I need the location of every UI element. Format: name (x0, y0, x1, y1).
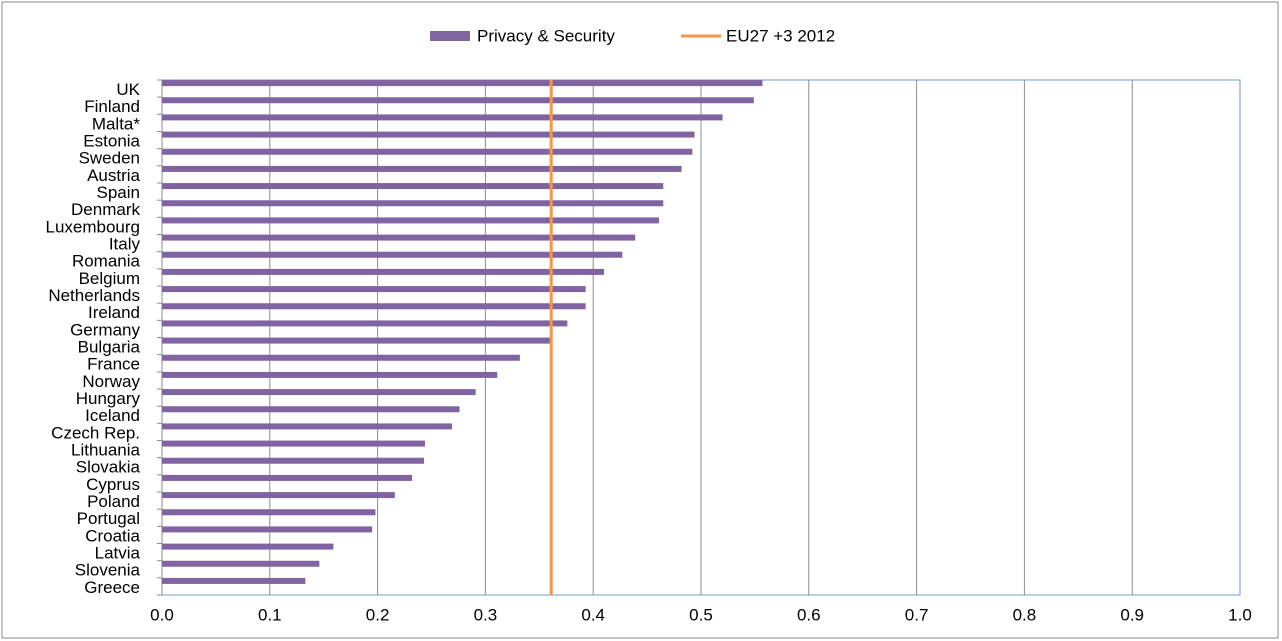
y-tick-label: Hungary (76, 389, 141, 408)
y-tick-label: Czech Rep. (51, 423, 140, 442)
x-tick-label: 0.8 (1013, 605, 1037, 624)
y-tick-label: Finland (84, 97, 140, 116)
x-tick-label: 0.9 (1120, 605, 1144, 624)
bar (162, 577, 306, 584)
legend-label: EU27 +3 2012 (726, 26, 835, 45)
y-tick-label: Germany (70, 320, 140, 339)
bar (162, 148, 693, 155)
bar (162, 492, 395, 499)
bar (162, 251, 623, 258)
bar (162, 80, 763, 87)
y-tick-label: Luxembourg (45, 217, 140, 236)
bar (162, 526, 373, 533)
y-tick-label: Poland (87, 492, 140, 511)
y-tick-label: France (87, 355, 140, 374)
bar (162, 337, 551, 344)
x-tick-label: 0.7 (905, 605, 929, 624)
x-tick-label: 1.0 (1228, 605, 1252, 624)
bar (162, 131, 695, 138)
x-tick-label: 0.3 (474, 605, 498, 624)
bar (162, 371, 498, 378)
bar (162, 389, 476, 396)
x-tick-label: 0.4 (581, 605, 605, 624)
y-tick-label: Italy (109, 235, 141, 254)
bar (162, 114, 723, 121)
bar (162, 183, 664, 190)
bar (162, 320, 568, 327)
y-tick-label: Austria (87, 166, 140, 185)
bar (162, 200, 664, 207)
y-tick-label: Norway (82, 372, 140, 391)
bar (162, 457, 424, 464)
y-tick-label: Portugal (77, 509, 140, 528)
bar (162, 543, 334, 550)
y-tick-label: Iceland (85, 406, 140, 425)
bar (162, 440, 426, 447)
y-tick-label: UK (116, 80, 140, 99)
bar (162, 303, 586, 310)
bar (162, 234, 636, 241)
x-tick-label: 0.6 (797, 605, 821, 624)
bar (162, 286, 586, 293)
y-tick-label: Latvia (95, 544, 141, 563)
bar (162, 217, 659, 224)
y-tick-label: Romania (72, 252, 141, 271)
bar (162, 423, 452, 430)
x-tick-label: 0.2 (366, 605, 390, 624)
y-tick-label: Slovakia (76, 458, 141, 477)
bar (162, 406, 460, 413)
y-tick-label: Croatia (85, 526, 140, 545)
bar (162, 165, 682, 172)
legend-swatch (430, 31, 470, 41)
y-tick-label: Malta* (92, 114, 141, 133)
bar (162, 268, 604, 275)
y-tick-label: Cyprus (86, 475, 140, 494)
x-tick-label: 0.5 (689, 605, 713, 624)
x-tick-label: 0.1 (258, 605, 282, 624)
y-tick-label: Belgium (79, 269, 140, 288)
y-tick-label: Greece (84, 578, 140, 597)
y-tick-label: Lithuania (71, 441, 141, 460)
y-tick-label: Spain (97, 183, 140, 202)
bar (162, 97, 754, 104)
y-tick-label: Denmark (71, 200, 140, 219)
bar (162, 354, 520, 361)
x-tick-label: 0.0 (150, 605, 174, 624)
bar (162, 509, 376, 516)
bar (162, 560, 320, 567)
y-tick-label: Sweden (79, 149, 140, 168)
bar (162, 474, 413, 481)
y-tick-label: Bulgaria (78, 338, 141, 357)
y-tick-label: Netherlands (48, 286, 140, 305)
y-tick-label: Ireland (88, 303, 140, 322)
legend-label: Privacy & Security (477, 26, 615, 45)
y-tick-label: Estonia (83, 132, 140, 151)
y-tick-label: Slovenia (75, 561, 141, 580)
